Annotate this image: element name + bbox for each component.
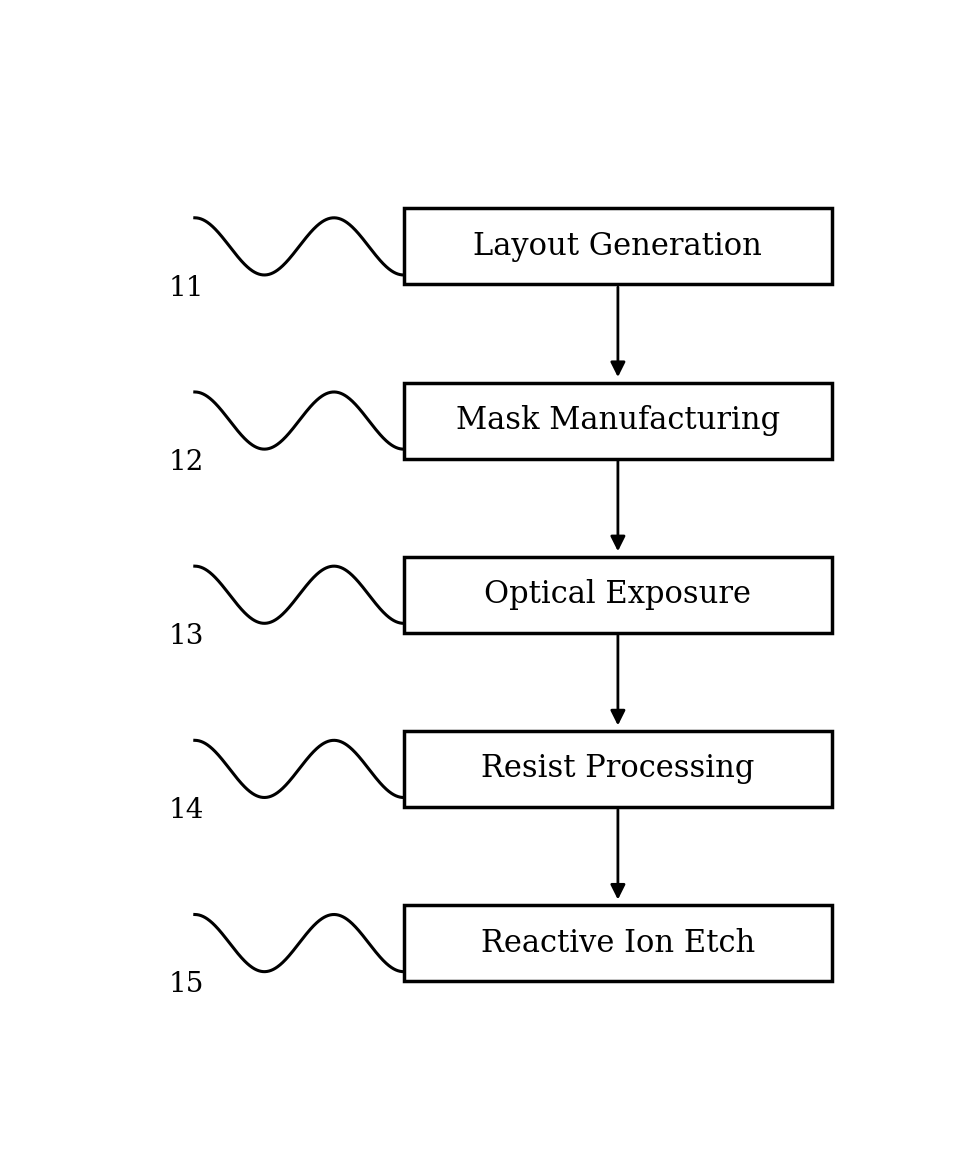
FancyBboxPatch shape xyxy=(404,557,831,632)
FancyBboxPatch shape xyxy=(404,731,831,807)
Text: 15: 15 xyxy=(168,971,204,999)
Text: 14: 14 xyxy=(168,797,204,824)
Text: 11: 11 xyxy=(168,275,204,302)
Text: Optical Exposure: Optical Exposure xyxy=(484,579,751,610)
Text: 12: 12 xyxy=(168,449,204,476)
FancyBboxPatch shape xyxy=(404,905,831,981)
Text: Layout Generation: Layout Generation xyxy=(473,231,761,262)
Text: Reactive Ion Etch: Reactive Ion Etch xyxy=(480,928,754,958)
FancyBboxPatch shape xyxy=(404,383,831,458)
Text: Mask Manufacturing: Mask Manufacturing xyxy=(456,405,779,436)
Text: Resist Processing: Resist Processing xyxy=(480,753,753,784)
Text: 13: 13 xyxy=(168,623,204,650)
FancyBboxPatch shape xyxy=(404,209,831,284)
